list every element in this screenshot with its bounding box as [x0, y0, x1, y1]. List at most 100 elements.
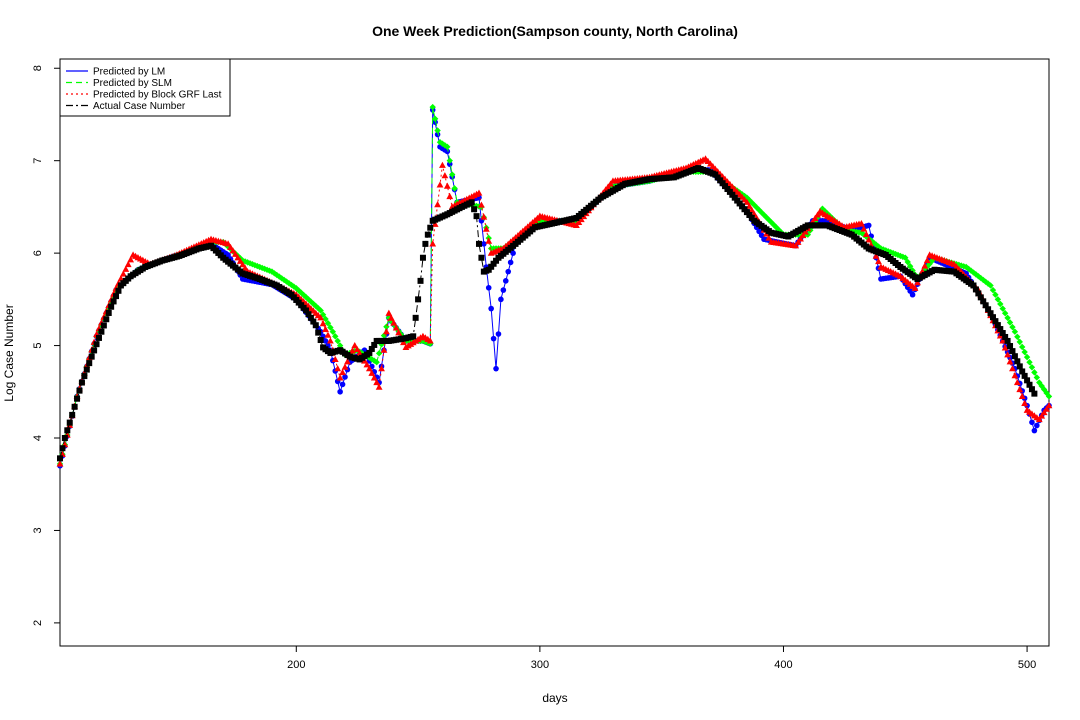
data-point	[485, 237, 493, 244]
data-point	[59, 445, 66, 452]
data-point	[923, 256, 931, 264]
data-point	[980, 276, 987, 284]
data-point	[1040, 386, 1048, 393]
data-point	[980, 298, 987, 305]
data-point	[368, 345, 375, 352]
x-axis-label: days	[542, 691, 567, 705]
data-point	[1043, 405, 1050, 412]
data-point	[1045, 393, 1053, 400]
data-point	[872, 241, 880, 248]
data-point	[74, 395, 81, 402]
data-point	[383, 323, 390, 330]
data-point	[860, 225, 868, 232]
data-point	[904, 258, 911, 266]
data-point	[471, 206, 478, 213]
data-point	[765, 234, 773, 241]
data-point	[1013, 378, 1021, 386]
data-point	[867, 237, 875, 244]
data-point	[982, 302, 989, 309]
data-point	[772, 224, 780, 231]
data-point	[334, 337, 341, 345]
data-point	[493, 257, 500, 264]
data-point	[498, 296, 504, 303]
data-point	[324, 319, 332, 327]
y-tick-label: 5	[32, 343, 44, 349]
series-predicted-by-slm	[56, 103, 1053, 468]
data-point	[225, 252, 231, 258]
data-point	[336, 374, 344, 381]
data-point	[862, 230, 870, 238]
data-point	[1026, 359, 1033, 366]
data-point	[1009, 348, 1016, 355]
data-point	[510, 250, 516, 256]
data-point	[768, 219, 775, 226]
data-point	[911, 284, 919, 291]
data-point	[395, 329, 402, 336]
data-point	[351, 341, 359, 349]
data-point	[493, 365, 499, 372]
data-point	[227, 243, 234, 250]
data-point	[1009, 323, 1016, 331]
data-point	[794, 238, 802, 245]
data-point	[992, 291, 999, 298]
data-point	[914, 279, 921, 286]
data-point	[71, 403, 78, 410]
data-point	[234, 254, 242, 261]
data-point	[1001, 344, 1009, 351]
data-point	[490, 260, 497, 267]
data-point	[748, 206, 756, 213]
data-point	[108, 303, 115, 310]
data-point	[799, 231, 807, 239]
legend-label: Predicted by Block GRF Last	[93, 90, 222, 101]
data-point	[970, 282, 977, 289]
data-point	[1023, 353, 1031, 361]
data-point	[375, 350, 383, 357]
data-point	[1018, 392, 1026, 400]
data-point	[500, 287, 507, 293]
data-point	[1021, 399, 1029, 406]
data-point	[992, 318, 999, 325]
data-point	[902, 254, 909, 261]
data-point	[473, 213, 480, 220]
x-tick-label: 300	[531, 659, 549, 671]
data-point	[441, 172, 449, 179]
data-point	[1033, 374, 1041, 381]
data-point	[322, 338, 329, 344]
data-point	[989, 286, 997, 294]
data-point	[495, 331, 502, 337]
data-point	[899, 253, 907, 261]
data-point	[906, 263, 914, 270]
data-point	[994, 296, 1002, 303]
legend-box	[59, 58, 231, 117]
data-point	[1040, 408, 1048, 416]
data-point	[802, 228, 809, 235]
series-layer	[56, 103, 1053, 469]
data-point	[743, 198, 751, 205]
data-point	[412, 314, 419, 321]
data-point	[975, 290, 982, 297]
data-point	[305, 311, 312, 318]
data-point	[415, 296, 422, 303]
data-point	[482, 225, 490, 232]
legend-item-predicted-by-lm: Predicted by LM	[66, 67, 165, 78]
plot-frame	[59, 58, 1050, 647]
data-point	[1014, 358, 1021, 365]
data-point	[490, 335, 497, 342]
data-point	[57, 455, 63, 462]
data-point	[448, 171, 456, 178]
data-point	[748, 199, 756, 206]
data-point	[64, 427, 71, 434]
data-point	[317, 314, 325, 321]
data-point	[1028, 364, 1036, 371]
data-point	[875, 257, 882, 265]
data-point	[371, 341, 378, 348]
data-point	[390, 319, 398, 326]
data-point	[765, 216, 773, 224]
data-point	[975, 273, 982, 280]
data-point	[1011, 328, 1019, 335]
data-point	[224, 240, 232, 247]
data-point	[488, 263, 495, 270]
data-point	[999, 330, 1006, 337]
legend-item-actual-case-number: Actual Case Number	[66, 101, 186, 112]
data-point	[91, 347, 98, 354]
